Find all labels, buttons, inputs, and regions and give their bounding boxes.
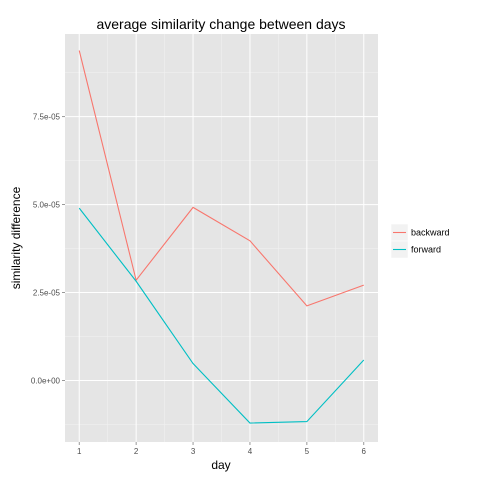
x-axis-title: day: [211, 458, 230, 472]
x-tick-label: 6: [362, 447, 367, 456]
legend-label-forward: forward: [411, 245, 441, 255]
major-gridlines: [65, 34, 378, 442]
y-tick-label: 7.5e-05: [33, 113, 61, 122]
x-tick-label: 2: [134, 447, 139, 456]
chart-title: average similarity change between days: [96, 16, 345, 32]
x-axis: 1 2 3 4 5 6: [77, 442, 367, 456]
y-tick-label: 0.0e+00: [31, 376, 61, 385]
x-tick-label: 4: [248, 447, 253, 456]
x-tick-label: 3: [191, 447, 196, 456]
series-line-forward: [78, 207, 365, 424]
y-axis-title: similarity difference: [9, 186, 23, 289]
x-tick-label: 5: [305, 447, 310, 456]
legend: backward forward: [390, 223, 450, 259]
series-line-backward: [78, 50, 364, 307]
series-lines: [78, 50, 365, 424]
y-tick-label: 2.5e-05: [33, 289, 61, 298]
legend-label-backward: backward: [411, 228, 450, 238]
y-axis: 0.0e+00 2.5e-05 5.0e-05 7.5e-05: [31, 113, 65, 385]
y-tick-label: 5.0e-05: [33, 201, 61, 210]
minor-gridlines: [65, 34, 378, 442]
x-tick-label: 1: [77, 447, 82, 456]
